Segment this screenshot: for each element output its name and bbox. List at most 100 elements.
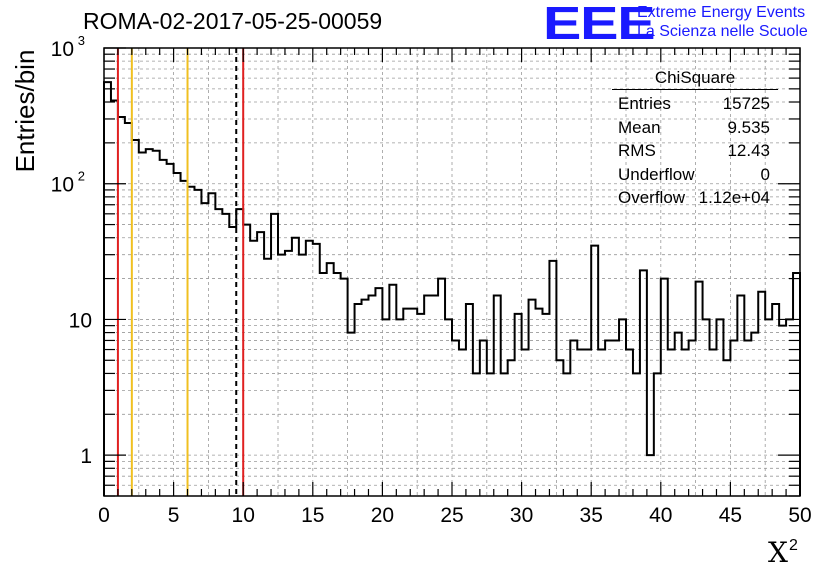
histogram-bin	[306, 241, 313, 496]
histogram-bin	[355, 304, 362, 496]
histogram-bin	[320, 273, 327, 496]
histogram-bin	[633, 373, 640, 496]
stats-label: Underflow	[618, 164, 695, 184]
x-axis-label-exp: 2	[788, 537, 798, 554]
stats-value: 1.12e+04	[698, 188, 770, 207]
histogram-bin	[222, 214, 229, 496]
histogram-bin	[146, 149, 153, 496]
histogram-bin	[793, 273, 800, 496]
histogram-bin	[104, 82, 111, 496]
histogram-bin	[396, 319, 403, 496]
histogram-bin	[445, 319, 452, 496]
histogram-bin	[181, 181, 188, 496]
x-tick-label: 30	[510, 504, 533, 527]
y-tick-label: 10	[69, 309, 92, 332]
logo-subtitle: Extreme Energy Events La Scienza nelle S…	[637, 3, 808, 41]
histogram-bin	[703, 319, 710, 496]
x-tick-label: 50	[788, 504, 811, 527]
y-tick-label-exp: 3	[78, 33, 85, 48]
histogram-bin	[264, 259, 271, 496]
logo-line-1: Extreme Energy Events	[637, 4, 806, 21]
stats-value: 15725	[722, 94, 770, 113]
stats-label: Overflow	[618, 188, 686, 207]
histogram-bin	[278, 255, 285, 496]
histogram-bin	[459, 350, 466, 496]
histogram-bin	[529, 300, 536, 496]
histogram-bin	[431, 296, 438, 496]
histogram-bin	[584, 350, 591, 496]
y-axis-label: Entries/bin	[10, 49, 40, 173]
histogram-bin	[334, 273, 341, 496]
histogram-bin	[779, 326, 786, 496]
histogram-bin	[682, 350, 689, 496]
y-tick-label: 10	[51, 174, 74, 197]
histogram-bin	[125, 123, 132, 496]
histogram-series	[103, 81, 801, 496]
histogram-bin	[167, 164, 174, 496]
logo-line-2: La Scienza nelle Scuole	[637, 23, 808, 40]
histogram-bin	[382, 319, 389, 496]
histogram-bin	[215, 209, 222, 496]
histogram-bin	[362, 300, 369, 496]
histogram-bin	[327, 263, 334, 496]
histogram-bin	[605, 340, 612, 496]
histogram-bin	[466, 304, 473, 496]
histogram-bin	[174, 173, 181, 496]
x-axis-label: X2	[768, 536, 798, 569]
histogram-bin	[744, 340, 751, 496]
histogram-bin	[563, 373, 570, 496]
histogram-bin	[250, 241, 257, 496]
histogram-bin	[549, 261, 556, 496]
y-tick-label: 10	[51, 38, 74, 61]
stats-box: ChiSquare Entries 15725 Mean 9.535 RMS 12.4…	[612, 68, 778, 210]
histogram-bin	[341, 279, 348, 496]
histogram-bin	[751, 333, 758, 496]
histogram-bin	[389, 285, 396, 496]
histogram-bin	[313, 244, 320, 496]
histogram-bin	[591, 246, 598, 496]
histogram-bin	[668, 350, 675, 496]
stats-row-rms: RMS 12.43	[612, 139, 778, 163]
histogram-bin	[661, 279, 668, 496]
x-tick-label: 20	[371, 504, 394, 527]
stats-row-underflow: Underflow 0	[612, 163, 778, 187]
histogram-bin	[229, 227, 236, 496]
histogram-bin	[675, 333, 682, 496]
histogram-bin	[424, 296, 431, 496]
histogram-bin	[689, 340, 696, 496]
x-tick-label: 45	[719, 504, 742, 527]
stats-value: 9.535	[727, 117, 770, 137]
histogram-bin	[612, 340, 619, 496]
histogram-bin	[626, 350, 633, 496]
histogram-bin	[522, 350, 529, 496]
histogram-bin	[292, 238, 299, 496]
histogram-bin	[737, 296, 744, 496]
histogram-bin	[556, 360, 563, 496]
histogram-bin	[257, 232, 264, 496]
histogram-bin	[619, 319, 626, 496]
histogram-bin	[598, 350, 605, 496]
histogram-bin	[786, 319, 793, 496]
x-tick-label: 15	[301, 504, 324, 527]
histogram-bin	[452, 340, 459, 496]
y-tick-label: 1	[80, 445, 92, 468]
histogram-bin	[696, 282, 703, 496]
histogram-bin	[299, 255, 306, 496]
x-tick-label: 5	[168, 504, 180, 527]
histogram-bin	[153, 151, 160, 496]
histogram-bin	[410, 309, 417, 496]
run-title: ROMA-02-2017-05-25-00059	[83, 8, 383, 34]
histogram-bin	[758, 292, 765, 496]
histogram-bin	[271, 214, 278, 496]
histogram-bin	[765, 319, 772, 496]
y-tick-label-exp: 2	[78, 169, 85, 184]
histogram-bin	[577, 350, 584, 496]
histogram-bin	[716, 319, 723, 496]
histogram-bin	[542, 314, 549, 496]
histogram-bin	[640, 270, 647, 496]
histogram-bin	[480, 340, 487, 496]
histogram-bin	[118, 117, 125, 496]
histogram-bin	[772, 304, 779, 496]
histogram-bin	[473, 373, 480, 496]
histogram-bin	[654, 373, 661, 496]
